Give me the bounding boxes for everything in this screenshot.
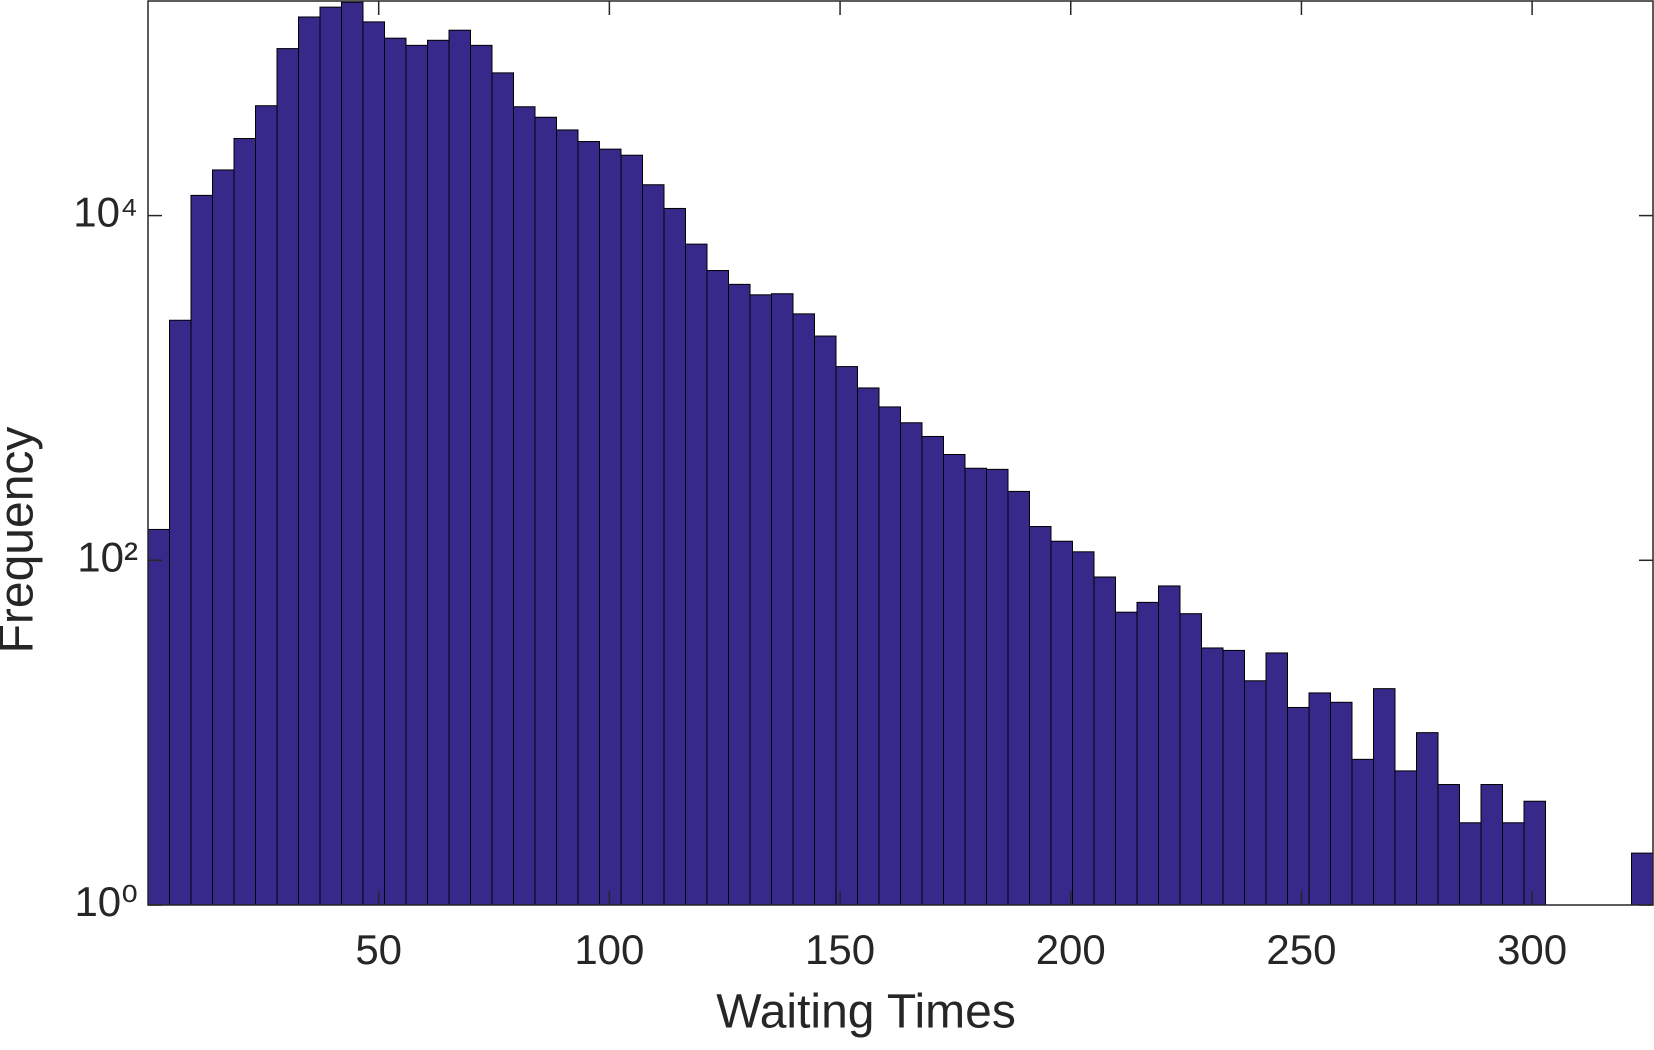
bar bbox=[1050, 540, 1073, 906]
y-tick-label: 10² bbox=[77, 533, 138, 580]
bar bbox=[964, 467, 987, 906]
bar bbox=[362, 21, 385, 906]
bar bbox=[771, 293, 794, 906]
bar bbox=[1179, 613, 1202, 906]
bar bbox=[1416, 732, 1439, 906]
bar bbox=[620, 154, 643, 906]
bar bbox=[1029, 526, 1052, 906]
bar bbox=[341, 1, 364, 906]
bar bbox=[792, 313, 815, 906]
x-tick-label: 250 bbox=[1266, 926, 1336, 973]
bar bbox=[599, 148, 622, 906]
bar bbox=[663, 207, 686, 906]
bar bbox=[491, 72, 514, 906]
bar bbox=[255, 105, 278, 906]
bar bbox=[212, 169, 235, 906]
x-tick-label: 50 bbox=[355, 926, 402, 973]
bar bbox=[1459, 822, 1482, 906]
x-axis-label: Waiting Times bbox=[716, 986, 1016, 1039]
bar bbox=[448, 29, 471, 906]
bar bbox=[1351, 758, 1374, 906]
y-tick-label: 10⁰ bbox=[74, 878, 138, 925]
bar bbox=[835, 366, 858, 906]
x-tick-label: 100 bbox=[574, 926, 644, 973]
bar bbox=[685, 243, 708, 906]
bar bbox=[857, 387, 880, 906]
bar bbox=[513, 106, 536, 906]
bar bbox=[1265, 652, 1288, 906]
bar bbox=[706, 270, 729, 906]
y-axis-label: Frequency bbox=[0, 427, 44, 654]
bar bbox=[986, 468, 1009, 906]
bar bbox=[728, 283, 751, 906]
bar bbox=[1287, 706, 1310, 906]
bar bbox=[1308, 692, 1331, 906]
bar bbox=[749, 294, 772, 906]
plot-frame bbox=[147, 0, 1654, 906]
bar bbox=[298, 16, 321, 906]
bar bbox=[1115, 611, 1138, 906]
x-tick-label: 300 bbox=[1497, 926, 1567, 973]
bar bbox=[642, 184, 665, 906]
bar bbox=[384, 37, 407, 906]
bar bbox=[1502, 822, 1525, 906]
bar bbox=[1007, 490, 1030, 906]
bar bbox=[1201, 647, 1224, 906]
bar bbox=[921, 435, 944, 906]
bar bbox=[1394, 770, 1417, 906]
bar bbox=[1244, 680, 1267, 906]
y-tick-label: 10⁴ bbox=[73, 189, 138, 236]
bar bbox=[1523, 800, 1546, 906]
x-tick-label: 150 bbox=[805, 926, 875, 973]
bar bbox=[577, 141, 600, 906]
bar bbox=[1072, 551, 1095, 906]
bar bbox=[190, 194, 213, 906]
bar bbox=[900, 422, 923, 906]
bar bbox=[276, 48, 299, 906]
bar bbox=[319, 6, 342, 906]
bar bbox=[1222, 649, 1245, 906]
bar bbox=[814, 335, 837, 906]
bar bbox=[405, 44, 428, 906]
bar bbox=[1437, 784, 1460, 906]
bar bbox=[534, 116, 557, 906]
bar bbox=[470, 44, 493, 906]
bar bbox=[1480, 784, 1503, 906]
bar bbox=[1330, 701, 1353, 906]
bar bbox=[1093, 576, 1116, 906]
bar bbox=[878, 406, 901, 906]
x-tick-label: 200 bbox=[1036, 926, 1106, 973]
bar bbox=[233, 138, 256, 906]
bar bbox=[147, 528, 170, 906]
bar bbox=[1373, 688, 1396, 906]
bar bbox=[169, 319, 192, 906]
bar bbox=[1136, 601, 1159, 906]
bar bbox=[1631, 852, 1654, 906]
bar bbox=[943, 453, 966, 906]
bar bbox=[427, 39, 450, 906]
bar bbox=[556, 129, 579, 906]
bar bbox=[1158, 585, 1181, 906]
